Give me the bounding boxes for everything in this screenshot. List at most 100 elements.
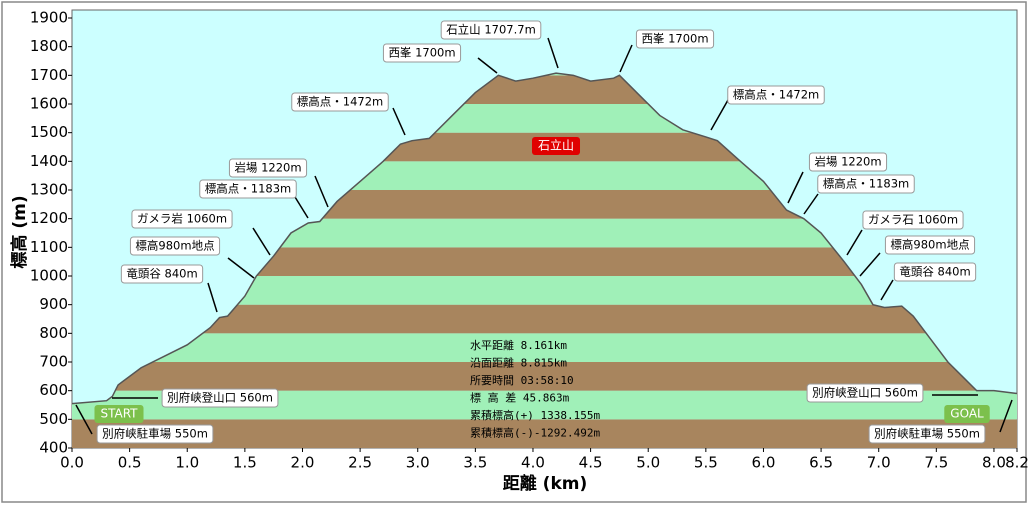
annotation: 別府峡駐車場 550m [102,427,208,441]
y-tick-label: 800 [39,324,68,342]
y-tick-label: 1400 [30,152,68,170]
annotation: 西峯 1700m [388,46,455,60]
annotation-box [727,85,825,105]
leader-line [477,57,498,74]
x-tick-label: 8.2 [1005,454,1029,472]
annotation: 別府峡登山口 560m [167,391,273,405]
y-tick-label: 1900 [30,9,68,27]
leader-line [710,99,729,131]
annotation-box [862,210,964,230]
y-axis-label: 標高 (m) [9,195,30,268]
x-tick-label: 4.0 [521,454,545,472]
stat-line: 沿面距離 8.815km [470,356,567,370]
y-tick-label: 700 [39,353,68,371]
annotation-box [228,158,308,178]
annotation: 竜頭谷 840m [126,267,197,281]
y-tick-label: 1000 [30,267,68,285]
annotation: ガメラ岩 1060m [137,212,227,226]
x-tick-label: 7.5 [924,454,948,472]
annotation: 岩場 1220m [234,161,301,175]
leader-line [999,399,1013,433]
start-badge-box [94,405,144,423]
annotation: 標高点・1183m [823,177,909,191]
x-tick-label: 2.5 [348,454,372,472]
x-tick-label: 1.5 [233,454,257,472]
leader-line [392,107,406,136]
y-tick-label: 400 [39,439,68,457]
leader-line [880,279,894,301]
x-tick-label: 5.0 [636,454,660,472]
annotation-box [868,424,986,444]
leader-line [252,227,271,256]
y-tick-label: 1300 [30,181,68,199]
annotation: 標高980m地点 [135,239,214,253]
x-tick-label: 3.5 [463,454,487,472]
annotation: 石立山 1707.7m [446,23,536,37]
annotation: 竜頭谷 840m [899,265,970,279]
annotation: ガメラ石 1060m [868,213,958,227]
goal-badge-box [944,405,990,423]
x-tick-label: 2.0 [291,454,315,472]
annotation-box [382,43,462,63]
y-tick-label: 1100 [30,238,68,256]
elevation-band [72,419,1017,448]
y-tick-label: 1800 [30,37,68,55]
annotation: 別府峡駐車場 550m [874,427,980,441]
y-tick-label: 500 [39,410,68,428]
leader-line [803,193,819,215]
annotation-box [120,264,204,284]
annotation: 西峯 1700m [641,32,708,46]
y-tick-label: 600 [39,381,68,399]
profile-line [71,72,1018,405]
leader-line [75,404,93,435]
annotation-box [96,424,214,444]
x-tick-label: 4.5 [579,454,603,472]
goal-badge: GOAL [950,407,984,421]
annotation-box [893,262,977,282]
annotation-box [884,235,976,255]
x-tick-label: 6.0 [752,454,776,472]
annotation: 岩場 1220m [814,155,881,169]
leader-line [787,171,804,204]
y-tick-label: 1200 [30,209,68,227]
annotation-box [808,152,888,172]
x-tick-label: 3.0 [406,454,430,472]
y-tick-label: 900 [39,295,68,313]
x-tick-label: 0.0 [60,454,84,472]
annotation-box [817,174,915,194]
leader-line [227,257,255,279]
leader-line [207,282,218,313]
x-tick-label: 1.0 [175,454,199,472]
annotation: 標高980m地点 [890,238,969,252]
x-tick-label: 0.5 [118,454,142,472]
stat-line: 累積標高(+) 1338.155m [470,408,600,422]
leader-line [547,37,559,69]
x-axis-label: 距離 (km) [503,473,587,494]
annotation-box [129,236,221,256]
peak-badge: 石立山 [538,138,574,153]
annotation: 別府峡登山口 560m [812,386,918,400]
annotation-box [199,179,297,199]
annotation: 標高点・1183m [205,182,291,196]
stat-line: 標 高 差 45.863m [470,391,570,405]
leader-line [619,44,633,73]
annotation-box [635,29,715,49]
leader-line [314,175,329,208]
x-tick-label: 7.0 [867,454,891,472]
y-tick-label: 1700 [30,66,68,84]
stat-line: 水平距離 8.161km [470,338,567,352]
annotation-box [131,209,233,229]
stat-line: 所要時間 03:58:10 [470,374,574,387]
elevation-band [72,333,1017,362]
leader-line [859,252,881,277]
y-tick-label: 1500 [30,123,68,141]
start-badge: START [100,407,138,421]
annotation-box [161,388,279,408]
annotation: 標高点・1472m [733,88,819,102]
y-tick-label: 1600 [30,95,68,113]
peak-badge-box [531,137,581,155]
annotation-box [440,20,542,40]
x-tick-label: 8.0 [982,454,1006,472]
stat-line: 累積標高(-)-1292.492m [470,426,600,440]
